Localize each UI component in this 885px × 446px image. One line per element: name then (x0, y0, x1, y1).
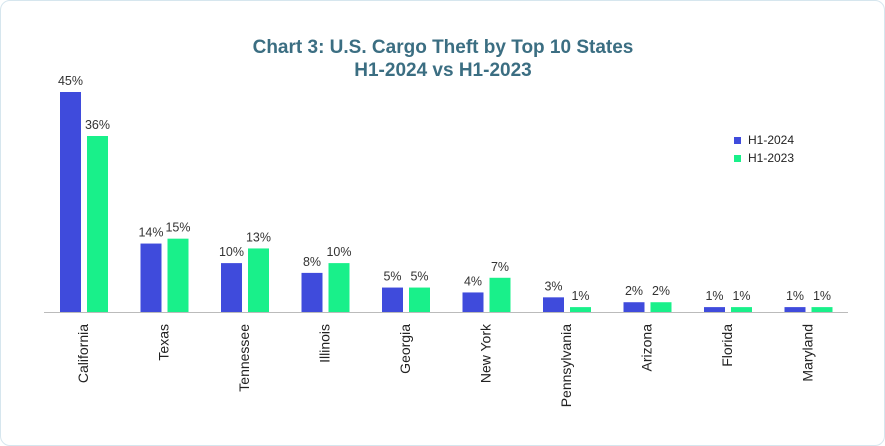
legend: H1-2024 H1-2023 (734, 133, 794, 165)
bar-h1-2024-7 (623, 302, 645, 312)
legend-label-h1-2023: H1-2023 (748, 151, 794, 165)
category-label-1: Texas (156, 324, 172, 361)
data-label-h1-2023-1: 15% (165, 221, 190, 235)
data-label-h1-2023-3: 10% (326, 245, 351, 259)
legend-label-h1-2024: H1-2024 (748, 133, 794, 147)
chart-subtitle: H1-2024 vs H1-2023 (354, 60, 531, 81)
category-label-5: New York (478, 323, 494, 383)
legend-swatch-h1-2024 (734, 137, 741, 144)
bar-h1-2024-9 (784, 307, 806, 312)
data-label-h1-2024-8: 1% (705, 289, 723, 303)
bar-h1-2024-3 (301, 272, 323, 312)
bar-h1-2024-6 (543, 297, 564, 312)
bar-h1-2023-2 (248, 248, 269, 312)
bar-h1-2023-7 (650, 302, 672, 312)
data-label-h1-2023-7: 2% (652, 284, 670, 298)
bar-h1-2024-0 (60, 92, 81, 312)
category-label-9: Maryland (800, 324, 816, 382)
data-label-h1-2024-4: 5% (383, 270, 401, 284)
data-label-h1-2023-8: 1% (732, 289, 750, 303)
category-label-6: Pennsylvania (558, 324, 574, 407)
bar-h1-2023-9 (811, 307, 833, 312)
bar-h1-2024-2 (221, 263, 242, 312)
bar-h1-2023-6 (570, 307, 591, 312)
data-label-h1-2023-5: 7% (491, 260, 509, 274)
data-label-h1-2023-4: 5% (410, 270, 428, 284)
bar-h1-2023-5 (489, 277, 511, 312)
category-label-3: Illinois (317, 324, 333, 363)
category-label-7: Arizona (639, 324, 655, 372)
legend-swatch-h1-2023 (734, 155, 741, 162)
data-label-h1-2024-3: 8% (303, 255, 321, 269)
bar-h1-2023-1 (167, 238, 189, 312)
category-label-2: Tennessee (236, 324, 252, 392)
category-label-0: California (75, 324, 91, 383)
data-label-h1-2024-1: 14% (138, 226, 163, 240)
data-label-h1-2024-0: 45% (58, 74, 83, 88)
bar-h1-2023-3 (328, 263, 350, 312)
data-label-h1-2023-2: 13% (246, 230, 271, 244)
data-label-h1-2023-0: 36% (85, 118, 110, 132)
bar-h1-2024-5 (462, 292, 484, 312)
chart-title: Chart 3: U.S. Cargo Theft by Top 10 Stat… (253, 37, 634, 58)
data-label-h1-2024-2: 10% (219, 245, 244, 259)
data-label-h1-2024-7: 2% (625, 284, 643, 298)
data-label-h1-2024-6: 3% (544, 279, 562, 293)
bar-h1-2024-4 (382, 287, 403, 312)
bar-h1-2023-4 (409, 287, 430, 312)
bar-h1-2023-0 (87, 136, 108, 312)
data-label-h1-2024-5: 4% (464, 274, 482, 288)
bar-h1-2023-8 (731, 307, 752, 312)
category-label-4: Georgia (397, 324, 413, 374)
category-label-8: Florida (719, 324, 735, 367)
data-label-h1-2023-9: 1% (813, 289, 831, 303)
bar-h1-2024-1 (140, 243, 162, 312)
data-label-h1-2024-9: 1% (786, 289, 804, 303)
bar-h1-2024-8 (704, 307, 725, 312)
data-label-h1-2023-6: 1% (571, 289, 589, 303)
